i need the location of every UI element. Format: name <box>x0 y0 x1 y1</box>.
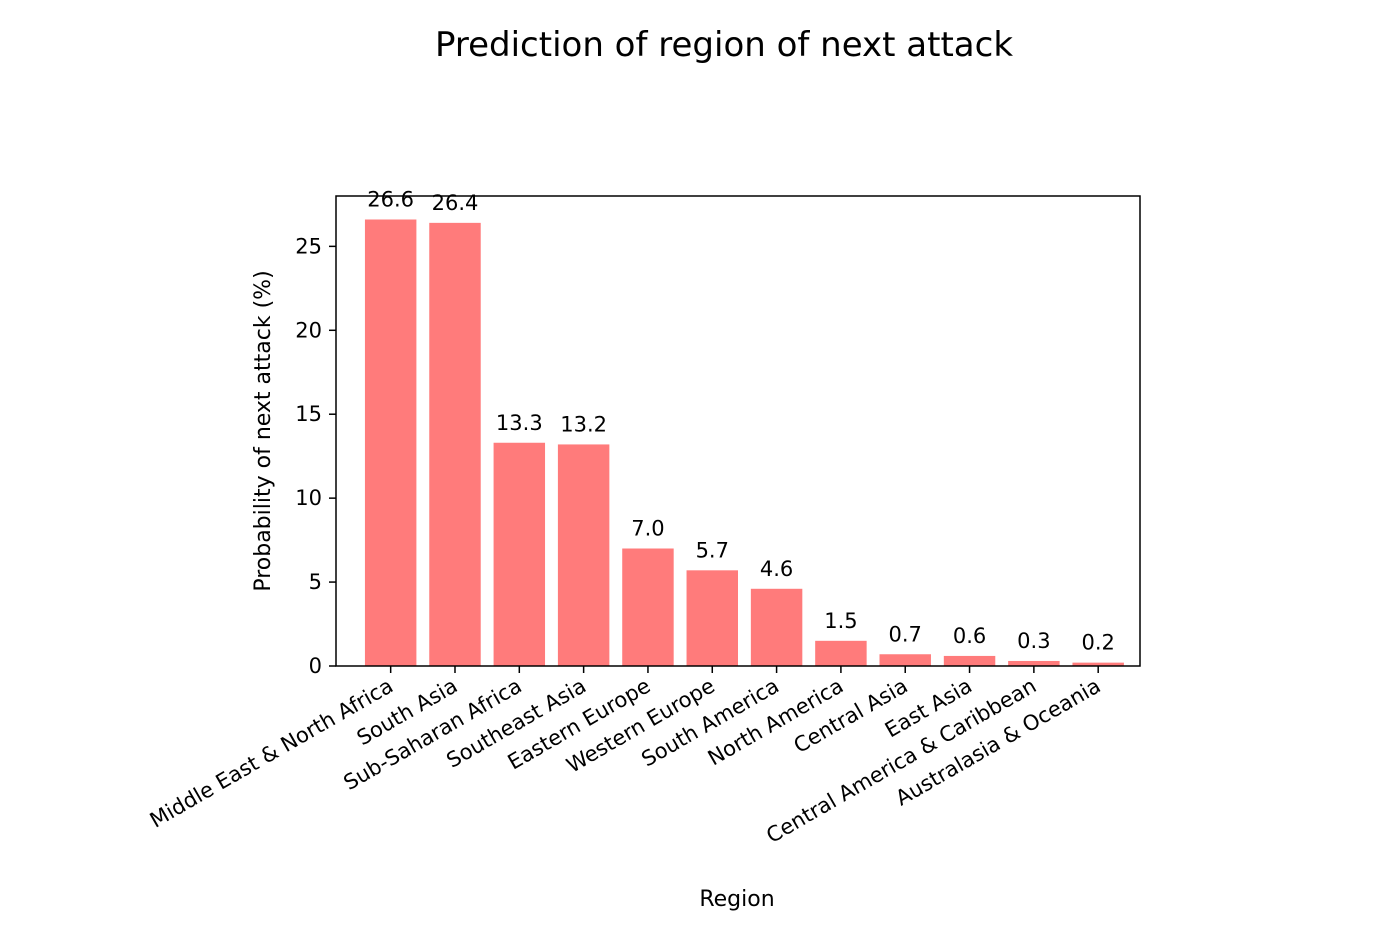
bar <box>557 444 610 666</box>
y-axis: 0 5 10 15 20 25 <box>295 234 336 678</box>
y-tick-label: 10 <box>295 486 322 510</box>
bar <box>1008 660 1060 666</box>
data-labels-group: 26.6 26.4 13.3 13.2 7.0 5.7 4.6 1.5 0.7 0.6 0.3 0.2 <box>367 188 1115 655</box>
bar <box>943 655 996 666</box>
bar <box>686 570 738 666</box>
bar <box>879 654 931 666</box>
data-label: 0.7 <box>889 622 922 646</box>
data-label: 0.3 <box>1017 629 1050 653</box>
y-tick-label: 0 <box>309 654 322 678</box>
y-tick-label: 25 <box>295 234 322 258</box>
y-tick-label: 20 <box>295 318 322 342</box>
data-label: 13.3 <box>496 411 543 435</box>
bar <box>622 548 674 666</box>
x-axis-label: Region <box>699 887 774 912</box>
chart-title: Prediction of region of next attack <box>435 25 1013 65</box>
bar <box>750 588 803 666</box>
bars-group <box>364 219 1124 667</box>
data-label: 5.7 <box>696 538 729 562</box>
y-axis-label: Probability of next attack (%) <box>251 270 276 591</box>
data-label: 13.2 <box>560 412 607 436</box>
data-label: 26.4 <box>432 191 479 215</box>
bar <box>1072 662 1124 666</box>
bar <box>429 222 481 667</box>
bar <box>815 640 867 666</box>
data-label: 0.6 <box>953 624 986 648</box>
bar <box>364 219 417 666</box>
plot-frame <box>335 195 1141 667</box>
y-tick-label: 15 <box>295 402 322 426</box>
data-label: 26.6 <box>367 188 414 212</box>
data-label: 1.5 <box>824 609 857 633</box>
data-label: 0.2 <box>1081 631 1114 655</box>
data-label: 4.6 <box>760 557 793 581</box>
y-tick-label: 5 <box>309 570 322 594</box>
bar <box>493 442 546 666</box>
x-tick-label: Middle East & North Africa <box>146 674 397 833</box>
data-label: 7.0 <box>631 517 664 541</box>
